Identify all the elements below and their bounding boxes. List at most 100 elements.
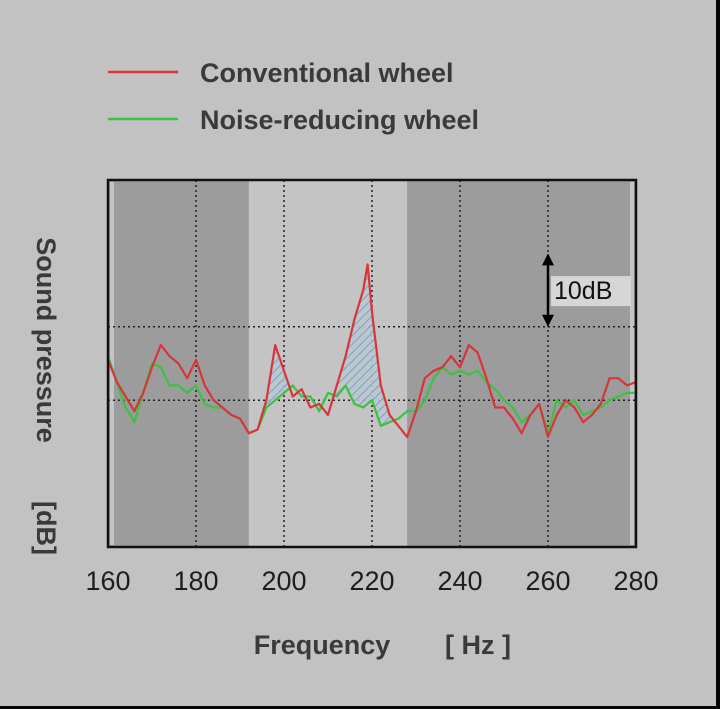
scale-annotation: 10dB	[542, 253, 631, 327]
data-point-conventional-21	[291, 395, 294, 398]
data-point-noise-reducing-6	[159, 366, 162, 369]
data-point-conventional-60	[626, 384, 629, 387]
data-point-conventional-24	[318, 402, 321, 405]
data-point-noise-reducing-10	[195, 384, 197, 387]
plot-area: 160 180 200 220 240 260 280 10dB	[85, 178, 659, 596]
plot-border	[106, 178, 638, 549]
data-point-noise-reducing-8	[177, 384, 180, 387]
data-point-noise-reducing-52	[564, 406, 567, 409]
data-point-conventional-5	[151, 366, 153, 369]
data-point-noise-reducing-36	[423, 399, 426, 402]
data-point-noise-reducing-51	[555, 399, 558, 402]
data-point-conventional-56	[591, 413, 593, 416]
data-point-conventional-2	[124, 395, 127, 398]
data-point-conventional-13	[221, 406, 224, 409]
data-point-noise-reducing-20	[283, 391, 285, 394]
data-point-noise-reducing-55	[591, 410, 593, 413]
data-point-conventional-58	[608, 377, 611, 380]
data-point-conventional-51	[547, 436, 549, 438]
data-point-conventional-37	[423, 377, 426, 380]
data-point-noise-reducing-32	[388, 421, 391, 424]
data-point-conventional-49	[529, 413, 532, 416]
data-point-conventional-14	[230, 413, 233, 416]
data-point-conventional-42	[467, 344, 470, 347]
shaded-band-2	[407, 180, 636, 547]
data-point-conventional-3	[133, 410, 136, 413]
annotation-arrowhead-bottom	[542, 314, 554, 327]
data-point-noise-reducing-2	[124, 406, 127, 409]
data-point-conventional-46	[503, 406, 505, 409]
data-point-noise-reducing-29	[362, 406, 365, 409]
data-point-noise-reducing-25	[327, 391, 329, 394]
legend-label-noise-reducing: Noise-reducing wheel	[200, 105, 479, 135]
data-point-noise-reducing-24	[318, 410, 321, 413]
data-point-conventional-11	[203, 384, 206, 387]
data-point-noise-reducing-33	[397, 417, 400, 420]
data-point-noise-reducing-3	[133, 421, 136, 424]
data-point-conventional-50	[538, 402, 541, 405]
data-point-noise-reducing-19	[274, 399, 277, 402]
y-axis-unit: [dB]	[31, 501, 61, 555]
data-point-noise-reducing-44	[494, 388, 497, 391]
data-point-noise-reducing-9	[186, 391, 189, 394]
data-point-noise-reducing-47	[520, 421, 523, 424]
data-point-noise-reducing-59	[626, 391, 629, 394]
data-point-conventional-39	[441, 366, 444, 369]
data-point-conventional-57	[599, 402, 602, 405]
data-point-noise-reducing-22	[300, 395, 303, 398]
data-point-conventional-23	[309, 406, 312, 409]
data-point-noise-reducing-31	[379, 424, 382, 427]
data-point-noise-reducing-58	[617, 395, 620, 398]
data-point-conventional-40	[450, 355, 453, 358]
band-edge-right	[630, 182, 634, 545]
legend: Conventional wheel Noise-reducing wheel	[108, 58, 479, 135]
data-point-conventional-55	[582, 421, 585, 424]
series-lines	[108, 263, 636, 438]
data-point-noise-reducing-27	[344, 384, 347, 387]
data-point-conventional-47	[511, 417, 514, 420]
data-point-noise-reducing-18	[265, 406, 268, 409]
data-point-conventional-53	[564, 399, 567, 402]
data-point-conventional-22	[300, 388, 303, 391]
data-point-conventional-44	[485, 377, 488, 380]
data-point-noise-reducing-11	[203, 402, 206, 405]
data-point-noise-reducing-54	[582, 413, 585, 416]
data-point-conventional-52	[555, 413, 558, 416]
data-point-conventional-20	[283, 369, 285, 372]
data-point-noise-reducing-39	[450, 373, 453, 376]
data-point-noise-reducing-23	[309, 395, 312, 398]
data-point-conventional-27	[344, 355, 347, 358]
data-point-conventional-26	[335, 384, 338, 387]
data-point-conventional-7	[168, 355, 171, 358]
data-point-conventional-59	[617, 377, 620, 380]
x-axis-title: Frequency	[254, 630, 391, 660]
data-point-conventional-4	[142, 391, 145, 394]
data-point-conventional-41	[459, 366, 461, 369]
legend-label-conventional: Conventional wheel	[200, 58, 454, 88]
data-point-noise-reducing-42	[476, 369, 479, 372]
x-tick-label-220: 220	[349, 566, 394, 596]
data-point-conventional-29	[362, 289, 365, 291]
data-point-noise-reducing-56	[599, 406, 602, 409]
data-point-noise-reducing-26	[335, 395, 338, 398]
data-point-conventional-12	[212, 399, 215, 402]
data-point-conventional-25	[327, 413, 329, 416]
x-tick-label-240: 240	[437, 566, 482, 596]
x-tick-label-280: 280	[613, 566, 658, 596]
data-point-noise-reducing-41	[467, 373, 470, 376]
data-point-noise-reducing-12	[212, 406, 215, 409]
annotation-label-bg	[551, 276, 631, 307]
data-point-conventional-9	[186, 377, 189, 380]
data-point-noise-reducing-7	[168, 384, 171, 387]
data-point-noise-reducing-40	[459, 369, 461, 372]
data-point-conventional-31	[371, 311, 373, 314]
annotation-arrowhead-top	[542, 253, 554, 266]
data-point-noise-reducing-34	[406, 410, 409, 413]
data-point-conventional-15	[239, 417, 241, 420]
data-point-noise-reducing-46	[511, 406, 514, 409]
data-point-noise-reducing-57	[608, 399, 611, 402]
series-line-conventional	[108, 263, 636, 438]
data-point-conventional-28	[353, 318, 356, 321]
